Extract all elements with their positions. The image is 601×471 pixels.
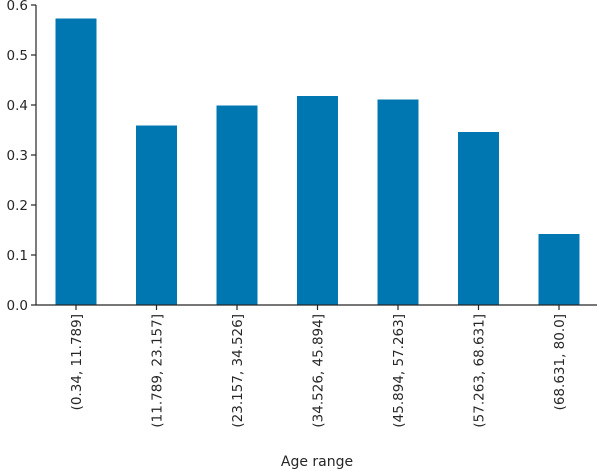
y-axis: 0.0 0.1 0.2 0.3 0.4 0.5 0.6 [7, 0, 37, 314]
y-tick-label: 0.3 [7, 148, 28, 164]
bar-7 [538, 234, 580, 305]
x-axis-label: Age range [281, 454, 353, 470]
y-tick-label: 0.5 [7, 48, 28, 64]
bar-4 [297, 96, 338, 305]
x-axis: (0.34, 11.789] (11.789, 23.157] (23.157, 3… [36, 304, 597, 428]
y-tick-label: 0.0 [7, 298, 28, 314]
x-tick-label: (68.631, 80.0] [552, 314, 568, 410]
x-tick-label: (34.526, 45.894] [311, 314, 327, 428]
y-tick-label: 0.6 [7, 0, 28, 14]
bar-2 [136, 125, 177, 305]
bar-1 [55, 18, 97, 305]
x-tick-label: (0.34, 11.789] [69, 314, 85, 410]
bar-6 [458, 132, 499, 305]
x-tick-label: (11.789, 23.157] [150, 314, 166, 428]
x-tick-label: (45.894, 57.263] [391, 314, 407, 428]
y-tick-label: 0.4 [7, 98, 28, 114]
x-tick-label: (23.157, 34.526] [230, 314, 246, 428]
y-tick-label: 0.1 [7, 248, 28, 264]
bar-3 [216, 105, 258, 305]
bar-5 [377, 99, 419, 305]
y-tick-label: 0.2 [7, 198, 28, 214]
bars-group [55, 18, 580, 305]
x-tick-label: (57.263, 68.631] [472, 314, 488, 428]
